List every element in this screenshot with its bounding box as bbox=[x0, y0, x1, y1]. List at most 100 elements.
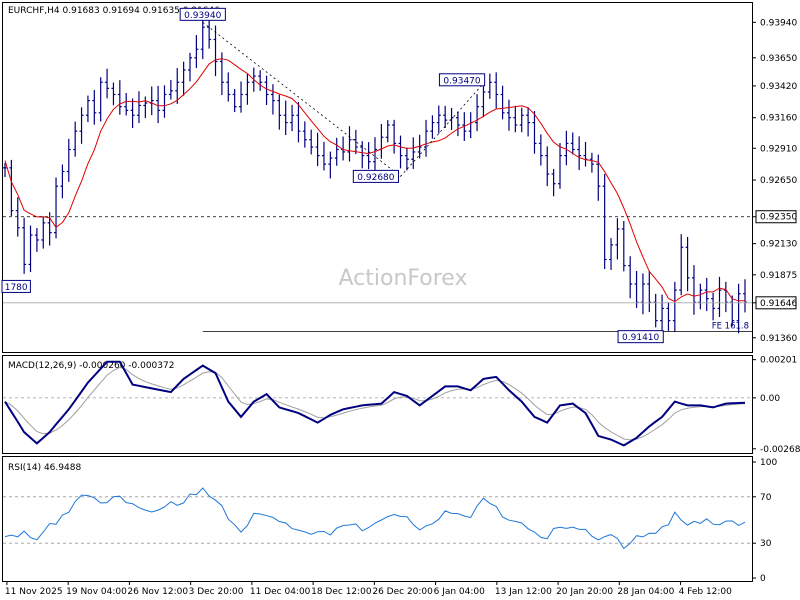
moving-average-line bbox=[4, 58, 745, 303]
ohlc-bar bbox=[475, 94, 480, 132]
ohlc-bar bbox=[283, 100, 288, 136]
price-layer: FE 161.8 0.93940 0.93470 0.92680 0.91410 1780 bbox=[1, 7, 752, 344]
ohlc-bar bbox=[615, 218, 620, 260]
ohlc-bar bbox=[411, 137, 416, 169]
ohlc-bar bbox=[538, 134, 543, 166]
rsi-tick-label: 70 bbox=[760, 493, 772, 503]
price-panel-frame bbox=[2, 2, 753, 353]
ohlc-bar bbox=[634, 270, 639, 308]
ohlc-bar bbox=[245, 73, 250, 105]
ohlc-bar bbox=[296, 101, 301, 143]
macd-layer bbox=[3, 360, 752, 447]
rsi-panel-title: RSI(14) 46.9488 bbox=[8, 463, 81, 473]
ohlc-bar bbox=[455, 111, 460, 137]
ohlc-bar bbox=[28, 225, 33, 273]
ohlc-bar bbox=[500, 85, 505, 120]
ohlc-bar bbox=[532, 110, 537, 154]
ohlc-bar bbox=[360, 141, 365, 169]
ohlc-bar bbox=[194, 35, 199, 69]
ohlc-bar bbox=[570, 132, 575, 155]
time-tick-label: 18 Dec 12:00 bbox=[311, 587, 372, 597]
ohlc-bar bbox=[392, 119, 397, 154]
ohlc-bar bbox=[270, 84, 275, 115]
ohlc-bar bbox=[366, 142, 371, 170]
rsi-tick-label: 30 bbox=[760, 539, 772, 549]
time-tick-label: 3 Dec 20:00 bbox=[189, 587, 244, 597]
ohlc-bar bbox=[494, 72, 499, 109]
ohlc-bar bbox=[143, 96, 148, 119]
macd-panel-frame bbox=[2, 355, 753, 454]
ohlc-bar bbox=[717, 276, 722, 318]
ohlc-bar bbox=[723, 281, 728, 313]
ohlc-bar bbox=[698, 283, 703, 310]
ohlc-bar bbox=[111, 82, 116, 106]
ohlc-bar bbox=[487, 73, 492, 99]
price-tick-label: 0.91646 bbox=[760, 299, 797, 309]
price-annotation: 0.91410 bbox=[617, 330, 664, 344]
ohlc-bar bbox=[200, 15, 205, 60]
ohlc-bar bbox=[277, 94, 282, 130]
price-panel-title: EURCHF,H4 0.91683 0.91694 0.91635 0.9164… bbox=[8, 6, 220, 16]
price-annotation-label: 0.93940 bbox=[184, 11, 221, 21]
ohlc-bar bbox=[443, 105, 448, 128]
ohlc-bar bbox=[130, 98, 135, 129]
ohlc-bar bbox=[73, 121, 78, 157]
ohlc-bar bbox=[711, 292, 716, 321]
time-tick-label: 4 Feb 12:00 bbox=[679, 587, 733, 597]
ohlc-bar bbox=[609, 238, 614, 270]
price-tick-label: 0.93420 bbox=[760, 82, 797, 92]
price-annotation-label: 0.93470 bbox=[443, 76, 480, 86]
ohlc-bar bbox=[232, 89, 237, 113]
price-tick-label: 0.92910 bbox=[760, 144, 797, 154]
rsi-panel-frame bbox=[2, 456, 753, 582]
ohlc-bar bbox=[34, 228, 39, 252]
ohlc-bar bbox=[168, 79, 173, 100]
ohlc-bar bbox=[743, 279, 747, 313]
ohlc-bar bbox=[589, 152, 594, 173]
ohlc-bar bbox=[162, 85, 167, 118]
macd-tick-label: 0.00201 bbox=[760, 356, 797, 366]
ohlc-bar bbox=[691, 265, 696, 315]
ohlc-bar bbox=[436, 105, 441, 134]
ohlc-bar bbox=[628, 256, 633, 299]
ohlc-bar bbox=[602, 173, 607, 270]
time-tick-label: 26 Dec 20:00 bbox=[372, 587, 433, 597]
trendline bbox=[400, 79, 487, 177]
ohlc-bar bbox=[60, 164, 65, 199]
ohlc-bar bbox=[321, 141, 326, 171]
price-tick-label: 0.93650 bbox=[760, 54, 797, 64]
ohlc-bar bbox=[430, 115, 435, 139]
ohlc-bar bbox=[213, 25, 218, 77]
ohlc-bar bbox=[315, 132, 320, 167]
fibonacci-label: FE 161.8 bbox=[712, 322, 749, 332]
ohlc-bar bbox=[353, 129, 358, 155]
time-tick-label: 6 Jan 04:00 bbox=[434, 587, 486, 597]
price-axis: 0.93940 0.93650 0.93420 0.93160 0.92910 0.926… bbox=[752, 18, 797, 344]
price-tick-box bbox=[755, 296, 797, 310]
time-tick-label: 28 Jan 04:00 bbox=[617, 587, 674, 597]
ohlc-bar bbox=[328, 151, 333, 179]
ohlc-bar bbox=[398, 135, 403, 169]
ohlc-bar bbox=[672, 281, 677, 332]
price-tick-label: 0.92130 bbox=[760, 240, 797, 250]
price-annotation: 0.93470 bbox=[438, 73, 486, 87]
ohlc-bar bbox=[258, 70, 263, 91]
price-tick-label: 0.91360 bbox=[760, 334, 797, 344]
ohlc-bar bbox=[181, 61, 186, 96]
ohlc-bar bbox=[290, 104, 295, 132]
ohlc-bar bbox=[226, 72, 231, 102]
ohlc-bar bbox=[347, 126, 352, 162]
ohlc-bar bbox=[621, 220, 626, 272]
rsi-tick-label: 0 bbox=[760, 574, 766, 584]
ohlc-bar bbox=[506, 99, 511, 131]
ohlc-bar bbox=[564, 130, 569, 166]
price-tick-label: 0.92350 bbox=[760, 213, 797, 223]
time-tick-label: 19 Nov 04:00 bbox=[66, 587, 127, 597]
ohlc-bar bbox=[685, 236, 690, 292]
ohlc-bar bbox=[3, 162, 7, 178]
price-tick-label: 0.93940 bbox=[760, 18, 797, 28]
ohlc-bar bbox=[264, 75, 269, 105]
